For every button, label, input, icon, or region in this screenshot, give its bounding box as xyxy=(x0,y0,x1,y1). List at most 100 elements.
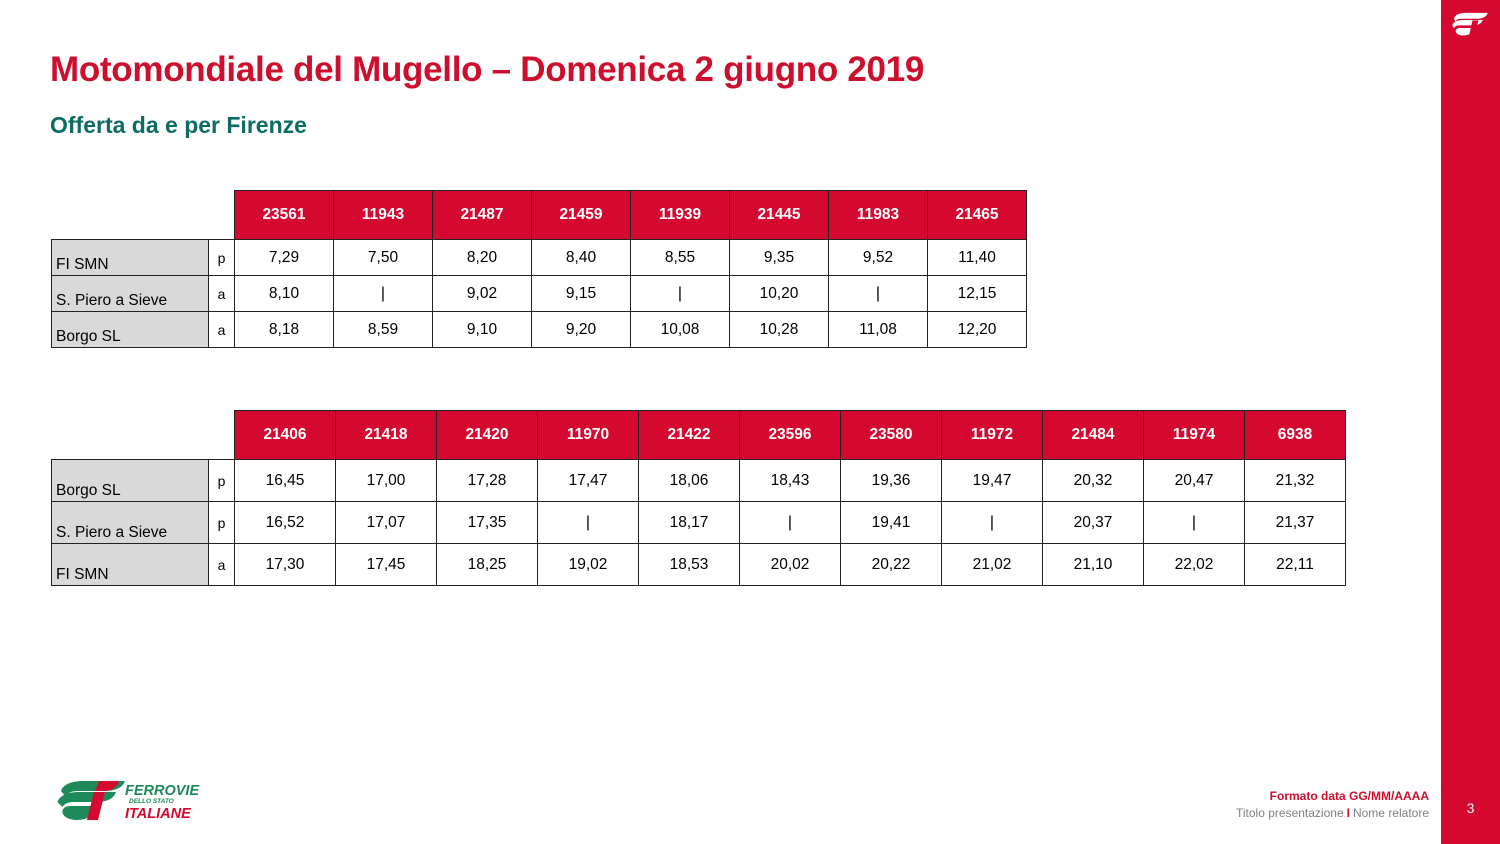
time-cell: 8,18 xyxy=(234,311,334,348)
train-number-header: 23596 xyxy=(739,410,841,460)
time-cell: 22,11 xyxy=(1244,543,1346,586)
presentation-title-label: Titolo presentazione xyxy=(1236,806,1344,821)
no-stop-cell: | xyxy=(739,501,841,544)
station-name-cell: FI SMN xyxy=(51,543,209,586)
time-cell: 17,28 xyxy=(436,459,538,502)
svg-text:DELLO STATO: DELLO STATO xyxy=(129,798,174,805)
time-cell: 17,35 xyxy=(436,501,538,544)
fs-monogram-icon xyxy=(1452,12,1488,36)
arrival-departure-cell: p xyxy=(208,501,235,544)
time-cell: 11,08 xyxy=(828,311,928,348)
train-number-header: 11972 xyxy=(941,410,1043,460)
train-number-header: 21484 xyxy=(1042,410,1144,460)
train-number-header: 23561 xyxy=(234,190,334,240)
no-stop-cell: | xyxy=(941,501,1043,544)
train-number-header: 21422 xyxy=(638,410,740,460)
speaker-name-label: Nome relatore xyxy=(1352,806,1429,821)
time-cell: 18,06 xyxy=(638,459,740,502)
station-name-cell: FI SMN xyxy=(51,239,209,276)
no-stop-cell: | xyxy=(630,275,730,312)
train-number-header: 11943 xyxy=(333,190,433,240)
date-format-label: Formato data GG/MM/AAAA xyxy=(1269,789,1429,803)
no-stop-cell: | xyxy=(537,501,639,544)
time-cell: 8,55 xyxy=(630,239,730,276)
table-row: Borgo SL p 16,45 17,00 17,28 17,47 18,06 18,43 1… xyxy=(51,459,1346,502)
corner-blank-station xyxy=(52,191,209,240)
time-cell: 19,41 xyxy=(840,501,942,544)
time-cell: 9,52 xyxy=(828,239,928,276)
time-cell: 18,43 xyxy=(739,459,841,502)
train-number-header: 6938 xyxy=(1244,410,1346,460)
train-number-header: 21487 xyxy=(432,190,532,240)
header-row: 21406 21418 21420 11970 21422 23596 23580 11972… xyxy=(52,410,1346,460)
time-cell: 21,37 xyxy=(1244,501,1346,544)
svg-text:FERROVIE: FERROVIE xyxy=(125,783,200,799)
time-cell: 20,37 xyxy=(1042,501,1144,544)
no-stop-cell: | xyxy=(828,275,928,312)
time-cell: 9,35 xyxy=(729,239,829,276)
time-cell: 17,07 xyxy=(335,501,437,544)
outbound-timetable-body: FI SMN p 7,29 7,50 8,20 8,40 8,55 9,35 9,52 11,40… xyxy=(51,239,1027,348)
time-cell: 19,02 xyxy=(537,543,639,586)
time-cell: 7,29 xyxy=(234,239,334,276)
time-cell: 18,25 xyxy=(436,543,538,586)
time-cell: 18,53 xyxy=(638,543,740,586)
table-row: S. Piero a Sieve p 16,52 17,07 17,35 | 18,17 | 1… xyxy=(51,501,1346,544)
time-cell: 17,45 xyxy=(335,543,437,586)
time-cell: 8,20 xyxy=(432,239,532,276)
slide-subtitle: Offerta da e per Firenze xyxy=(50,112,307,138)
return-timetable-head: 21406 21418 21420 11970 21422 23596 23580 11972… xyxy=(52,410,1346,460)
time-cell: 20,47 xyxy=(1143,459,1245,502)
time-cell: 21,02 xyxy=(941,543,1043,586)
time-cell: 8,40 xyxy=(531,239,631,276)
corner-blank-pa xyxy=(209,411,235,460)
train-number-header: 11974 xyxy=(1143,410,1245,460)
table-row: FI SMN a 17,30 17,45 18,25 19,02 18,53 20,02 20,… xyxy=(51,543,1346,586)
no-stop-cell: | xyxy=(333,275,433,312)
presentation-meta: Titolo presentazione I Nome relatore xyxy=(1236,805,1429,822)
time-cell: 20,22 xyxy=(840,543,942,586)
time-cell: 10,08 xyxy=(630,311,730,348)
train-number-header: 11939 xyxy=(630,190,730,240)
time-cell: 20,32 xyxy=(1042,459,1144,502)
slide-title: Motomondiale del Mugello – Domenica 2 gi… xyxy=(50,50,925,89)
time-cell: 17,30 xyxy=(234,543,336,586)
station-name-cell: Borgo SL xyxy=(51,311,209,348)
train-number-header: 21406 xyxy=(234,410,336,460)
train-number-header: 21459 xyxy=(531,190,631,240)
arrival-departure-cell: a xyxy=(208,275,235,312)
time-cell: 8,10 xyxy=(234,275,334,312)
page-number: 3 xyxy=(1466,800,1475,816)
arrival-departure-cell: p xyxy=(208,239,235,276)
no-stop-cell: | xyxy=(1143,501,1245,544)
train-number-header: 21465 xyxy=(927,190,1027,240)
time-cell: 19,47 xyxy=(941,459,1043,502)
time-cell: 9,15 xyxy=(531,275,631,312)
time-cell: 17,00 xyxy=(335,459,437,502)
table-row: FI SMN p 7,29 7,50 8,20 8,40 8,55 9,35 9,52 11,40 xyxy=(51,239,1027,276)
time-cell: 21,10 xyxy=(1042,543,1144,586)
svg-text:ITALIANE: ITALIANE xyxy=(125,806,192,822)
arrival-departure-cell: p xyxy=(208,459,235,502)
time-cell: 12,15 xyxy=(927,275,1027,312)
time-cell: 10,28 xyxy=(729,311,829,348)
time-cell: 22,02 xyxy=(1143,543,1245,586)
train-number-header: 21418 xyxy=(335,410,437,460)
time-cell: 17,47 xyxy=(537,459,639,502)
time-cell: 21,32 xyxy=(1244,459,1346,502)
time-cell: 9,02 xyxy=(432,275,532,312)
right-red-sidebar xyxy=(1441,0,1500,844)
return-timetable-body: Borgo SL p 16,45 17,00 17,28 17,47 18,06 18,43 1… xyxy=(51,459,1346,586)
table-row: S. Piero a Sieve a 8,10 | 9,02 9,15 | 10,20 | 12,… xyxy=(51,275,1027,312)
arrival-departure-cell: a xyxy=(208,311,235,348)
station-name-cell: S. Piero a Sieve xyxy=(51,501,209,544)
ferrovie-dello-stato-italiane-logo: FERROVIE DELLO STATO ITALIANE xyxy=(57,781,200,822)
time-cell: 7,50 xyxy=(333,239,433,276)
time-cell: 16,52 xyxy=(234,501,336,544)
footer-separator: I xyxy=(1346,806,1350,821)
time-cell: 9,10 xyxy=(432,311,532,348)
time-cell: 10,20 xyxy=(729,275,829,312)
corner-blank-pa xyxy=(209,191,235,240)
time-cell: 12,20 xyxy=(927,311,1027,348)
train-number-header: 11983 xyxy=(828,190,928,240)
